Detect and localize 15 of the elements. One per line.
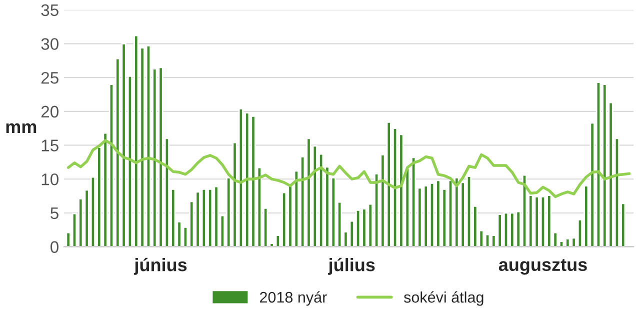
y-tick-label: 10 (42, 173, 58, 186)
y-tick-label: 5 (50, 207, 58, 220)
y-tick-label: 20 (41, 106, 58, 118)
y-axis-title: mm (6, 123, 36, 133)
x-tick-label: június (134, 258, 187, 275)
line-series (66, 139, 631, 198)
legend-label: sokévi átlag (404, 291, 484, 306)
x-tick-label: augusztus (498, 259, 587, 275)
legend-label: 2018 nyár (260, 291, 327, 306)
y-tick-label: 30 (41, 38, 58, 50)
x-tick-label: július (328, 258, 375, 275)
y-tick-label: 15 (42, 140, 58, 152)
y-tick-label: 0 (50, 241, 58, 253)
y-tick-label: 35 (41, 4, 58, 16)
y-tick-label: 25 (41, 72, 58, 84)
